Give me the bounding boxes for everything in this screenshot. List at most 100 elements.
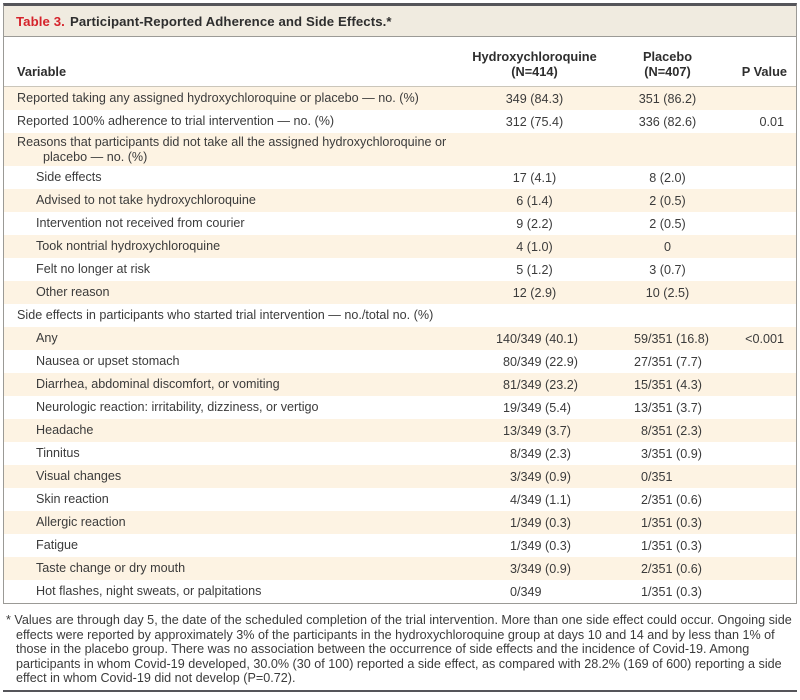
cell-hydroxychloroquine: 349 (84.3) [505, 91, 564, 106]
row-label: Side effects in participants who started… [17, 308, 434, 323]
denominator-and-percent: /351 (0.9) [648, 446, 702, 461]
numerator: 4 [509, 492, 517, 507]
table-row: Took nontrial hydroxychloroquine 4 (1.0) 0 [4, 235, 796, 258]
numerator: 8 [509, 446, 517, 461]
numerator: 3 [509, 561, 517, 576]
denominator-and-percent: /351 (0.3) [648, 515, 702, 530]
cell-hydroxychloroquine: 0/349 [458, 585, 611, 599]
numerator: 13 [633, 400, 648, 415]
numerator: 81 [502, 377, 517, 392]
row-label: Intervention not received from courier [36, 216, 245, 231]
numerator: 15 [633, 377, 648, 392]
table-row: Reasons that participants did not take a… [4, 133, 796, 166]
table-row: Advised to not take hydroxychloroquine 6 … [4, 189, 796, 212]
cell-hydroxychloroquine: 3/349 (0.9) [458, 562, 611, 576]
numerator: 1 [640, 538, 648, 553]
cell-placebo: 2 (0.5) [649, 193, 686, 208]
cell-hydroxychloroquine: 13/349 (3.7) [458, 424, 611, 438]
table-row: Side effects 17 (4.1) 8 (2.0) [4, 166, 796, 189]
column-header-placebo-n: (N=407) [644, 64, 691, 79]
row-label: Reported taking any assigned hydroxychlo… [17, 91, 419, 106]
denominator-and-percent: /351 [648, 469, 673, 484]
bottom-rule [3, 689, 797, 692]
numerator: 2 [640, 561, 648, 576]
cell-placebo: 8 (2.0) [649, 170, 686, 185]
row-label: Other reason [36, 285, 110, 300]
table-header-row: Variable Hydroxychloroquine (N=414) Plac… [4, 37, 796, 87]
cell-placebo: 59/351 (16.8) [611, 332, 724, 346]
cell-hydroxychloroquine: 1/349 (0.3) [458, 516, 611, 530]
denominator-and-percent: /351 (2.3) [648, 423, 702, 438]
column-header-p-value: P Value [741, 64, 787, 79]
numerator: 8 [640, 423, 648, 438]
table-row: Headache 13/349 (3.7) 8/351 (2.3) [4, 419, 796, 442]
cell-p-value: <0.001 [745, 331, 784, 346]
cell-hydroxychloroquine: 17 (4.1) [512, 170, 557, 185]
denominator-and-percent: /351 (0.6) [648, 492, 702, 507]
numerator: 3 [640, 446, 648, 461]
numerator: 1 [640, 584, 648, 599]
cell-placebo: 27/351 (7.7) [611, 355, 724, 369]
row-label: Visual changes [36, 469, 122, 484]
table-row: Diarrhea, abdominal discomfort, or vomit… [4, 373, 796, 396]
numerator: 19 [502, 400, 517, 415]
cell-hydroxychloroquine: 9 (2.2) [516, 216, 553, 231]
denominator-and-percent: /349 (3.7) [517, 423, 571, 438]
cell-placebo: 8/351 (2.3) [611, 424, 724, 438]
row-label: Allergic reaction [36, 515, 126, 530]
table-row: Skin reaction 4/349 (1.1) 2/351 (0.6) [4, 488, 796, 511]
denominator-and-percent: /349 (0.9) [517, 469, 571, 484]
cell-hydroxychloroquine: 4/349 (1.1) [458, 493, 611, 507]
denominator-and-percent: /351 (0.3) [648, 538, 702, 553]
row-label: Reported 100% adherence to trial interve… [17, 114, 335, 129]
cell-placebo: 2/351 (0.6) [611, 562, 724, 576]
cell-placebo: 2/351 (0.6) [611, 493, 724, 507]
column-header-hydroxychloroquine: Hydroxychloroquine (N=414) [458, 49, 611, 79]
table-row: Side effects in participants who started… [4, 304, 796, 327]
cell-placebo: 3/351 (0.9) [611, 447, 724, 461]
cell-placebo: 0 [663, 239, 671, 254]
table-row: Nausea or upset stomach 80/349 (22.9) 27/3… [4, 350, 796, 373]
denominator-and-percent: /351 (16.8) [648, 331, 709, 346]
table-number: Table 3. [16, 14, 65, 29]
denominator-and-percent: /349 (0.3) [517, 538, 571, 553]
row-label: Took nontrial hydroxychloroquine [36, 239, 221, 254]
cell-hydroxychloroquine: 8/349 (2.3) [458, 447, 611, 461]
denominator-and-percent: /349 (40.1) [517, 331, 578, 346]
table-footnote: * Values are through day 5, the date of … [6, 613, 792, 686]
cell-placebo: 10 (2.5) [645, 285, 690, 300]
table-row: Allergic reaction 1/349 (0.3) 1/351 (0.3) [4, 511, 796, 534]
table-row: Other reason 12 (2.9) 10 (2.5) [4, 281, 796, 304]
table-row: Neurologic reaction: irritability, dizzi… [4, 396, 796, 419]
row-label: Nausea or upset stomach [36, 354, 180, 369]
cell-hydroxychloroquine: 4 (1.0) [516, 239, 553, 254]
row-label: Any [36, 331, 58, 346]
row-label: Taste change or dry mouth [36, 561, 186, 576]
table-title-bar: Table 3. Participant-Reported Adherence a… [4, 6, 796, 37]
numerator: 27 [633, 354, 648, 369]
denominator-and-percent: /351 (4.3) [648, 377, 702, 392]
row-label: Fatigue [36, 538, 79, 553]
numerator: 1 [509, 538, 517, 553]
row-label: Neurologic reaction: irritability, dizzi… [36, 400, 319, 415]
cell-placebo: 0/351 [611, 470, 724, 484]
cell-hydroxychloroquine: 1/349 (0.3) [458, 539, 611, 553]
cell-hydroxychloroquine: 3/349 (0.9) [458, 470, 611, 484]
cell-hydroxychloroquine: 6 (1.4) [516, 193, 553, 208]
numerator: 13 [502, 423, 517, 438]
row-label: Reasons that participants did not take a… [17, 135, 447, 164]
row-label: Side effects [36, 170, 102, 185]
row-label: Felt no longer at risk [36, 262, 151, 277]
column-header-hcq-n: (N=414) [511, 64, 558, 79]
cell-placebo: 1/351 (0.3) [611, 539, 724, 553]
denominator-and-percent: /349 (22.9) [517, 354, 578, 369]
cell-hydroxychloroquine: 81/349 (23.2) [458, 378, 611, 392]
denominator-and-percent: /349 (23.2) [517, 377, 578, 392]
table-row: Felt no longer at risk 5 (1.2) 3 (0.7) [4, 258, 796, 281]
cell-placebo: 1/351 (0.3) [611, 516, 724, 530]
column-header-placebo-name: Placebo [642, 49, 693, 64]
denominator-and-percent: /351 (0.6) [648, 561, 702, 576]
cell-placebo: 13/351 (3.7) [611, 401, 724, 415]
row-label: Advised to not take hydroxychloroquine [36, 193, 256, 208]
